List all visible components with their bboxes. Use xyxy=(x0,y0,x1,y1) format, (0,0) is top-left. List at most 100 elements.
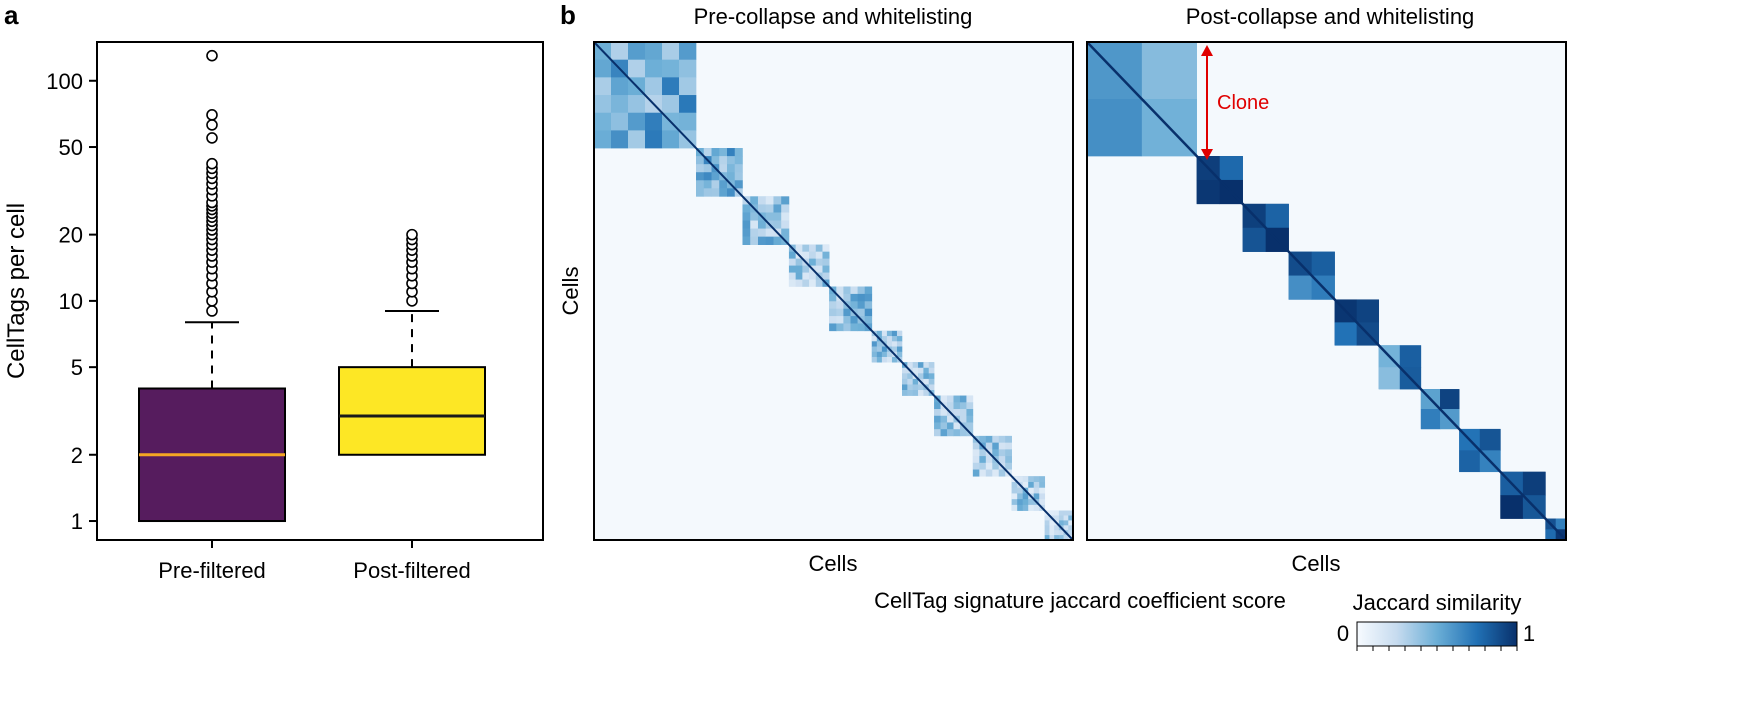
heatmap-cell xyxy=(843,286,851,295)
heatmap-cell xyxy=(947,402,954,410)
heatmap-cell xyxy=(843,316,851,324)
y-tick-label: 5 xyxy=(71,355,83,380)
heatmap-cell xyxy=(896,341,903,347)
heatmap-cell xyxy=(953,402,961,410)
colorbar xyxy=(1356,621,1518,647)
heatmap-cell xyxy=(757,228,767,237)
heatmap-cell xyxy=(972,462,980,470)
heatmap-cell xyxy=(836,308,844,317)
heatmap-cell xyxy=(843,323,851,332)
heatmap-cell xyxy=(934,429,941,437)
heatmap-cell xyxy=(829,308,837,317)
heatmap-cell xyxy=(795,244,803,252)
heatmap-post-x-label: Cells xyxy=(1292,551,1341,576)
heatmap-cell xyxy=(815,279,823,287)
heatmap-cell xyxy=(802,251,810,259)
heatmap-cell xyxy=(901,373,908,380)
heatmap-cell xyxy=(836,323,844,332)
heatmap-cell xyxy=(857,308,866,317)
heatmap-cell xyxy=(662,77,680,96)
heatmap-cell xyxy=(679,59,697,78)
heatmap-cell xyxy=(773,220,782,229)
heatmap-cell xyxy=(1017,476,1024,483)
heatmap-cell xyxy=(1063,515,1069,521)
heatmap-cell xyxy=(662,95,680,114)
heatmap-cell xyxy=(1044,520,1050,526)
heatmap-cell xyxy=(802,265,810,273)
heatmap-cell xyxy=(795,279,803,287)
heatmap-cell xyxy=(1017,504,1024,511)
heatmap-cell xyxy=(934,402,941,410)
heatmap-cell xyxy=(907,378,913,385)
heatmap-cell xyxy=(928,384,935,391)
heatmap-cell xyxy=(781,212,790,221)
heatmap-cell xyxy=(959,415,967,423)
panel-b-label: b xyxy=(560,0,576,30)
outlier-point xyxy=(206,49,218,62)
heatmap-cell xyxy=(1054,510,1060,516)
heatmap-cell xyxy=(979,469,987,477)
heatmap-cell xyxy=(966,422,974,430)
heatmap-cell xyxy=(850,316,858,324)
heatmap-cell xyxy=(662,59,680,78)
heatmap-cell xyxy=(843,293,851,302)
heatmap-cell xyxy=(1054,515,1060,521)
heatmap-cell xyxy=(947,415,954,423)
heatmap-cell xyxy=(953,429,961,437)
heatmap-cell xyxy=(1033,476,1040,483)
heatmap-cell xyxy=(611,77,629,96)
heatmap-cell xyxy=(711,180,720,189)
heatmap-cell xyxy=(750,228,759,237)
heatmap-cell xyxy=(781,228,790,237)
heatmap-cell xyxy=(864,286,873,295)
heatmap-cell xyxy=(1022,481,1029,489)
heatmap-cell xyxy=(757,204,767,213)
heatmap-cell xyxy=(871,341,878,347)
heatmap-cell xyxy=(1068,515,1074,521)
heatmap-cell xyxy=(1039,499,1046,506)
heatmap-cell xyxy=(907,390,913,396)
y-tick-label: 10 xyxy=(59,289,83,314)
heatmap-cell xyxy=(1044,535,1050,541)
heatmap-cell xyxy=(912,367,919,374)
heatmap-cell xyxy=(998,456,1006,464)
heatmap-cell xyxy=(742,204,751,213)
heatmap-cell xyxy=(750,196,759,205)
heatmap-cell xyxy=(1022,504,1029,511)
heatmap-cell xyxy=(912,378,919,385)
heatmap-cell xyxy=(864,308,873,317)
clone-arrow-head-bottom xyxy=(1201,149,1213,160)
heatmap-cell xyxy=(953,422,961,430)
heatmap-cell xyxy=(802,272,810,280)
heatmap-cell xyxy=(727,148,736,157)
heatmap-cell xyxy=(886,356,893,363)
heatmap-cell xyxy=(773,212,782,221)
heatmap-cell xyxy=(1005,435,1012,443)
heatmap-cell xyxy=(1054,525,1060,531)
heatmap-post-title: Post-collapse and whitelisting xyxy=(1186,4,1475,29)
heatmap-cell xyxy=(809,258,817,266)
heatmap-cell xyxy=(1039,493,1046,500)
heatmap-cell xyxy=(809,272,817,280)
heatmap-cell xyxy=(1068,530,1074,536)
heatmap-cell xyxy=(815,265,823,273)
heatmap-cell xyxy=(850,293,858,302)
heatmap-cell xyxy=(711,156,720,165)
heatmap-diagonal xyxy=(1086,41,1567,541)
legend-title: Jaccard similarity xyxy=(1353,590,1522,615)
heatmap-cell xyxy=(742,220,751,229)
heatmap-cell xyxy=(901,378,908,385)
heatmap-diagonal xyxy=(593,41,1074,541)
heatmap-cell xyxy=(947,422,954,430)
heatmap-cell xyxy=(1378,367,1401,390)
boxplot-marks xyxy=(138,49,486,523)
heatmap-cell xyxy=(829,293,837,302)
heatmap-cell xyxy=(985,462,993,470)
heatmap-pre-y-label: Cells xyxy=(558,267,583,316)
heatmap-cell xyxy=(992,469,1000,477)
heatmap-cell xyxy=(928,373,935,380)
heatmap-cell xyxy=(881,336,888,342)
heatmap-cell xyxy=(1028,487,1035,494)
boxplot-panel: 1 2 5 10 20 50 100 Pre-filtered Post-filtered C… xyxy=(3,41,544,583)
